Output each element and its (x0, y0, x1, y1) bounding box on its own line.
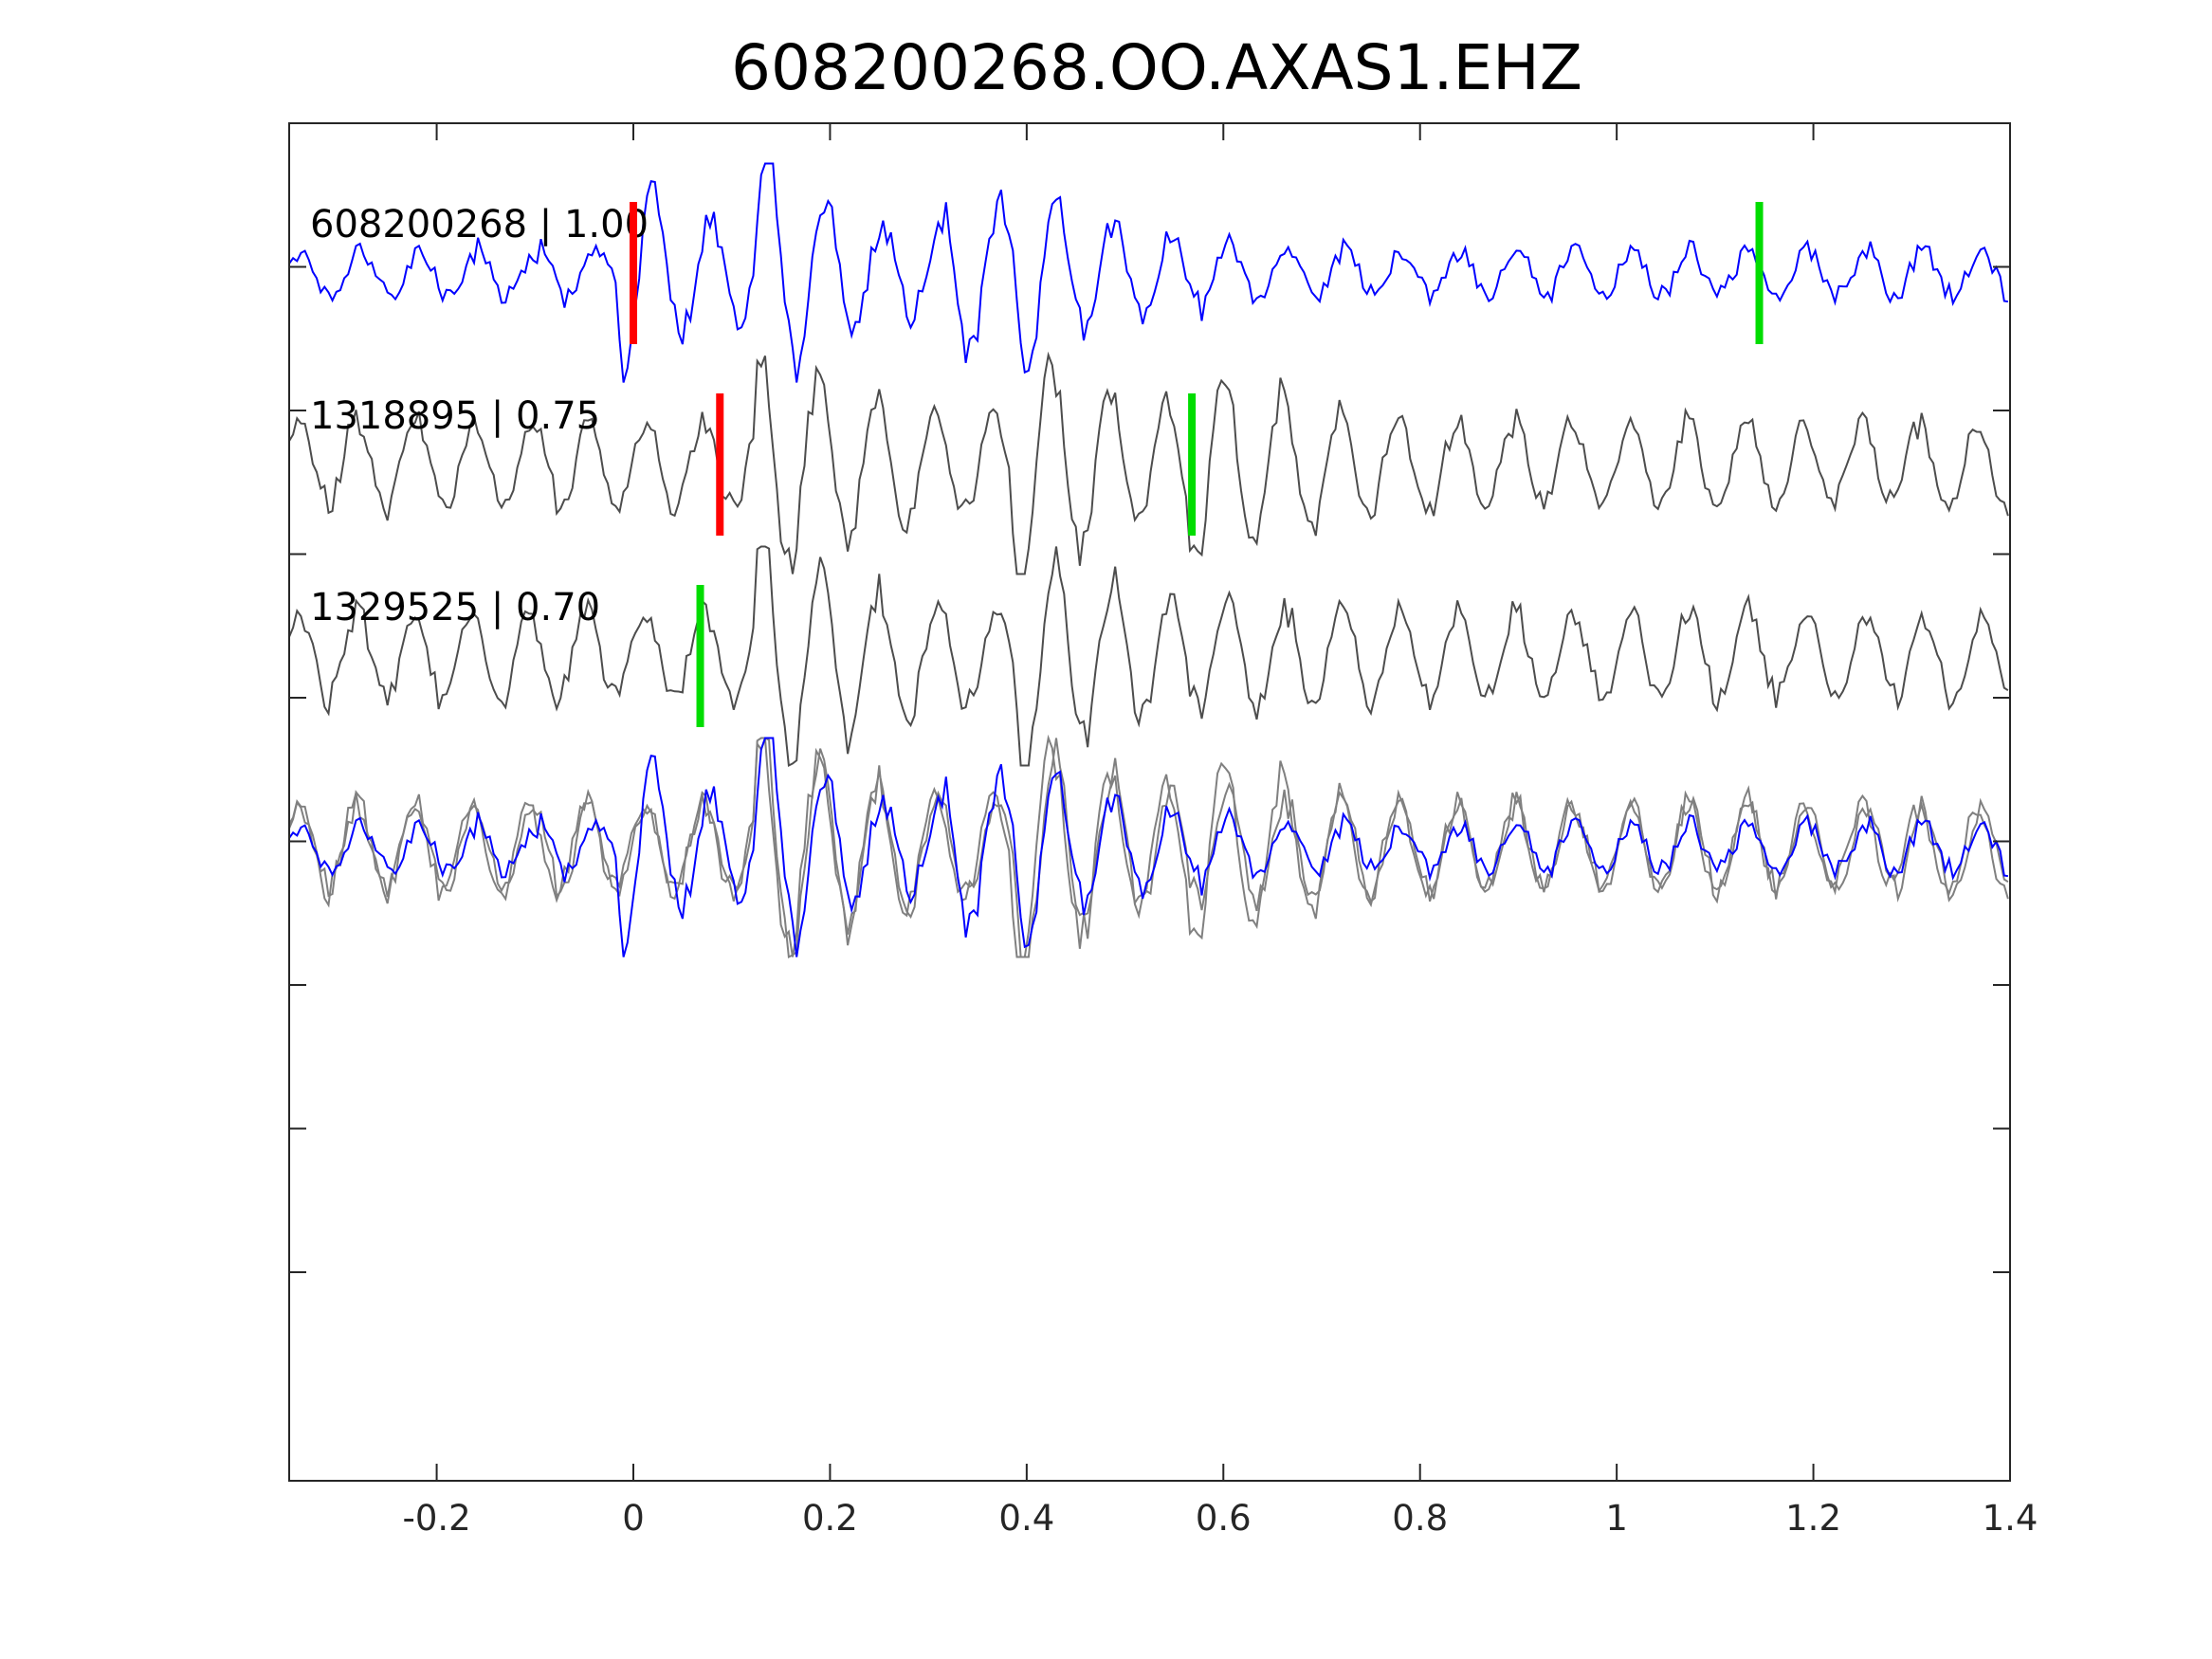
x-tick-label: 1 (1605, 1498, 1628, 1539)
trace-line (288, 545, 2009, 768)
x-tick-label: -0.2 (402, 1498, 470, 1539)
plot-frame (288, 122, 2011, 1482)
x-tick-label: 0.6 (1196, 1498, 1252, 1539)
trace-label: 608200268 | 1.00 (310, 203, 649, 246)
x-tick-label: 1.2 (1785, 1498, 1841, 1539)
axis-ticks: -0.2 0 0.2 0.4 0.6 0.8 1 1.2 1.4 (289, 122, 2038, 1539)
x-tick-label: 0.4 (998, 1498, 1054, 1539)
plot-area: 608200268 | 1.00 1318895 | 0.75 1329525 | … (288, 162, 2009, 959)
overlay-trace-line (288, 737, 2009, 957)
trace-label: 1318895 | 0.75 (310, 394, 600, 438)
x-tick-label: 0.8 (1392, 1498, 1448, 1539)
x-tick-label: 0.2 (802, 1498, 858, 1539)
chart-title: 608200268.OO.AXAS1.EHZ (731, 31, 1582, 104)
x-tick-label: 0 (622, 1498, 645, 1539)
overlay-trace-line (288, 734, 2009, 958)
x-tick-label: 1.4 (1983, 1498, 2038, 1539)
trace-line (288, 351, 2009, 575)
trace-label: 1329525 | 0.70 (310, 586, 600, 629)
trace-line (288, 162, 2009, 383)
overlay-trace-line (288, 737, 2009, 959)
